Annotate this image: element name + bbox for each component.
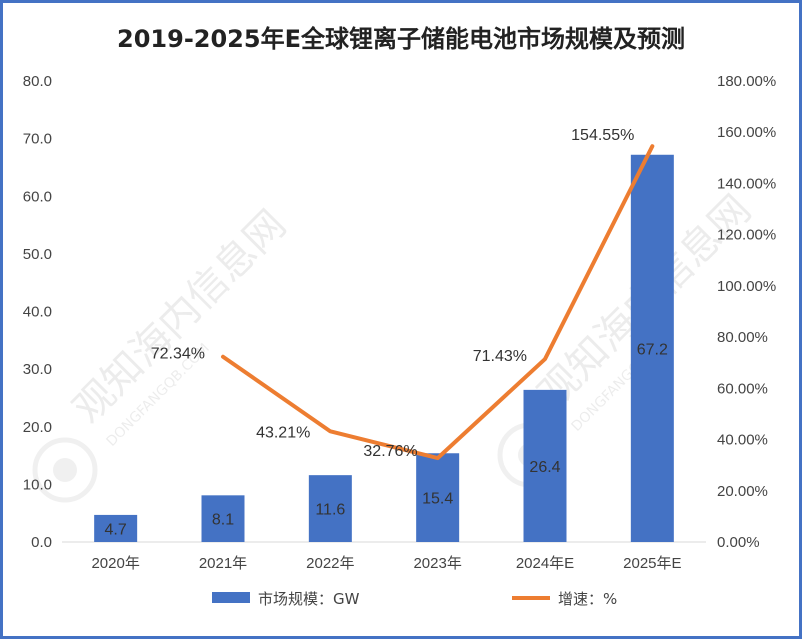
x-tick-label: 2022年: [306, 555, 354, 572]
y-right-tick-label: 180.00%: [717, 73, 776, 90]
bars-layer: [94, 154, 674, 542]
legend-swatch-bar: [212, 592, 250, 603]
axes-layer: 0.0 10.0 20.0 30.0 40.0 50.0 60.0 70.0 80.0 0.00%…: [23, 73, 776, 572]
line-data-label: 43.21%: [256, 424, 310, 441]
watermark-text-cn-1: 观知海内信息网: [65, 202, 296, 433]
bar: [94, 514, 138, 542]
watermark-logo-icon: [32, 437, 98, 503]
legend-label-line: 增速：%: [558, 590, 617, 608]
y-right-tick-label: 120.00%: [717, 227, 776, 244]
y-right-tick-label: 160.00%: [717, 124, 776, 141]
growth-line: [221, 144, 655, 461]
bar-data-label: 26.4: [529, 459, 560, 476]
bar: [630, 154, 674, 542]
line-layer: [221, 144, 655, 461]
x-tick-label: 2021年: [199, 555, 247, 572]
bar: [416, 453, 460, 542]
y-left-tick-label: 60.0: [23, 188, 52, 205]
bar-data-label: 67.2: [637, 341, 668, 358]
y-left-tick-label: 20.0: [23, 419, 52, 436]
line-data-label: 71.43%: [473, 348, 527, 365]
x-tick-label: 2020年: [91, 555, 139, 572]
line-data-label: 154.55%: [571, 127, 634, 144]
line-labels-layer: 72.34% 43.21% 32.76% 71.43% 154.55%: [151, 127, 635, 460]
line-data-label: 32.76%: [363, 443, 417, 460]
bar-data-label: 4.7: [105, 521, 127, 538]
x-tick-label: 2024年E: [516, 555, 574, 572]
y-right-tick-label: 40.00%: [717, 432, 768, 449]
y-left-tick-label: 0.0: [31, 534, 52, 551]
y-right-tick-label: 80.00%: [717, 329, 768, 346]
y-left-tick-label: 30.0: [23, 361, 52, 378]
bar-data-label: 8.1: [212, 512, 234, 529]
bar: [308, 475, 352, 542]
y-right-tick-label: 140.00%: [717, 175, 776, 192]
y-left-tick-label: 80.0: [23, 73, 52, 90]
x-tick-label: 2025年E: [623, 555, 681, 572]
bar-data-label: 15.4: [422, 491, 453, 508]
y-right-tick-label: 20.00%: [717, 483, 768, 500]
bar-labels-layer: 4.7 8.1 11.6 15.4 26.4 67.2: [105, 341, 668, 538]
y-left-tick-label: 10.0: [23, 476, 52, 493]
y-right-tick-label: 100.00%: [717, 278, 776, 295]
y-right-tick-label: 60.00%: [717, 380, 768, 397]
legend: 市场规模：GW 增速：%: [212, 590, 617, 608]
line-data-label: 72.34%: [151, 346, 205, 363]
y-left-tick-label: 50.0: [23, 246, 52, 263]
y-left-tick-label: 40.0: [23, 304, 52, 321]
y-right-tick-label: 0.00%: [717, 534, 760, 551]
chart-title: 2019-2025年E全球锂离子储能电池市场规模及预测: [117, 25, 685, 53]
y-left-tick-label: 70.0: [23, 131, 52, 148]
bar: [201, 495, 245, 542]
legend-label-bar: 市场规模：GW: [258, 590, 360, 608]
bar-data-label: 11.6: [315, 502, 345, 519]
bar: [523, 389, 567, 542]
x-tick-label: 2023年: [413, 555, 461, 572]
